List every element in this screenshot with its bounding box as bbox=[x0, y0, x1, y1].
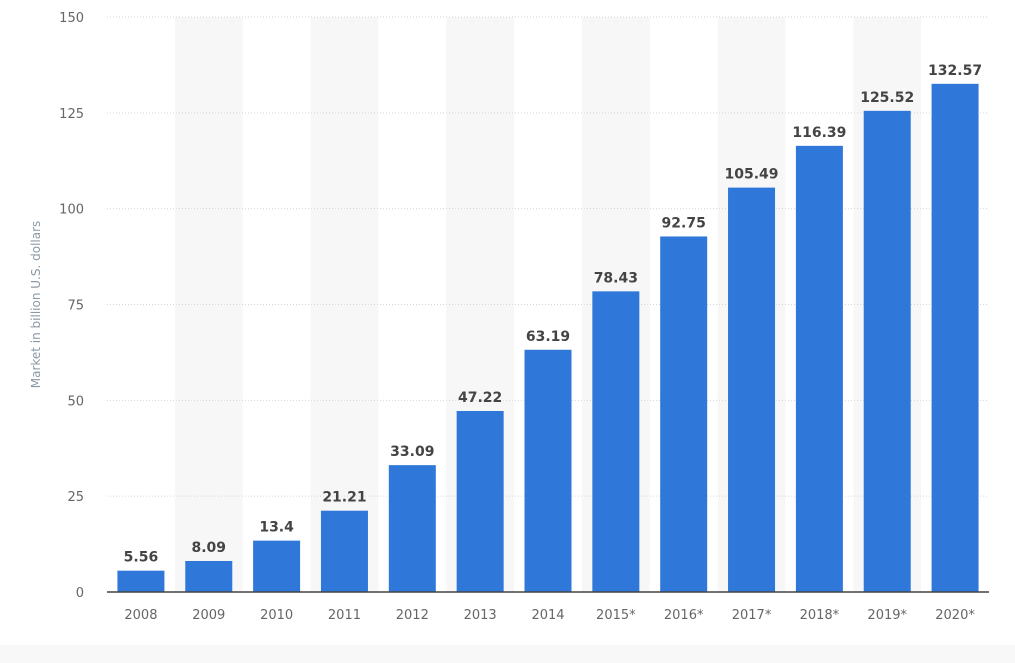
data-label: 63.19 bbox=[526, 329, 570, 345]
y-tick-label: 125 bbox=[59, 107, 84, 122]
data-label: 47.22 bbox=[458, 390, 502, 406]
bar bbox=[524, 349, 572, 592]
x-tick-label: 2019* bbox=[867, 608, 907, 623]
bar bbox=[592, 291, 640, 592]
y-tick-label: 100 bbox=[59, 203, 84, 218]
x-tick-label: 2015* bbox=[596, 608, 636, 623]
x-tick-label: 2011 bbox=[328, 608, 361, 623]
band bbox=[174, 17, 243, 592]
x-tick-label: 2018* bbox=[800, 608, 840, 623]
data-label: 33.09 bbox=[390, 444, 434, 460]
footer-strip bbox=[0, 645, 1015, 663]
bar bbox=[728, 187, 776, 592]
x-tick-label: 2020* bbox=[935, 608, 975, 623]
data-label: 116.39 bbox=[792, 125, 846, 141]
data-label: 105.49 bbox=[725, 167, 779, 183]
x-tick-label: 2010 bbox=[260, 608, 293, 623]
y-tick-label: 25 bbox=[67, 490, 84, 505]
x-tick-label: 2014 bbox=[531, 608, 564, 623]
x-tick-label: 2008 bbox=[124, 608, 157, 623]
data-label: 21.21 bbox=[322, 490, 366, 506]
y-axis-label: Market in billion U.S. dollars bbox=[29, 221, 43, 389]
data-label: 125.52 bbox=[860, 90, 914, 106]
bar bbox=[388, 465, 436, 592]
x-tick-label: 2017* bbox=[732, 608, 772, 623]
x-tick-label: 2016* bbox=[664, 608, 704, 623]
bar bbox=[253, 540, 301, 592]
bar bbox=[456, 410, 504, 592]
data-label: 78.43 bbox=[594, 270, 638, 286]
y-tick-label: 0 bbox=[76, 586, 84, 601]
bar bbox=[117, 570, 165, 592]
y-tick-label: 75 bbox=[67, 299, 84, 314]
x-tick-label: 2013 bbox=[464, 608, 497, 623]
bar bbox=[795, 145, 843, 593]
data-label: 13.4 bbox=[259, 520, 294, 536]
bar bbox=[931, 83, 979, 592]
x-tick-label: 2012 bbox=[396, 608, 429, 623]
bar bbox=[863, 110, 911, 592]
y-tick-label: 50 bbox=[67, 394, 84, 409]
bar bbox=[320, 510, 368, 592]
data-label: 132.57 bbox=[928, 63, 982, 79]
data-label: 92.75 bbox=[662, 215, 706, 231]
x-tick-label: 2009 bbox=[192, 608, 225, 623]
bar bbox=[660, 236, 708, 593]
data-label: 5.56 bbox=[124, 550, 159, 566]
data-label: 8.09 bbox=[191, 540, 226, 556]
bar bbox=[185, 560, 233, 592]
y-tick-label: 150 bbox=[59, 11, 84, 26]
